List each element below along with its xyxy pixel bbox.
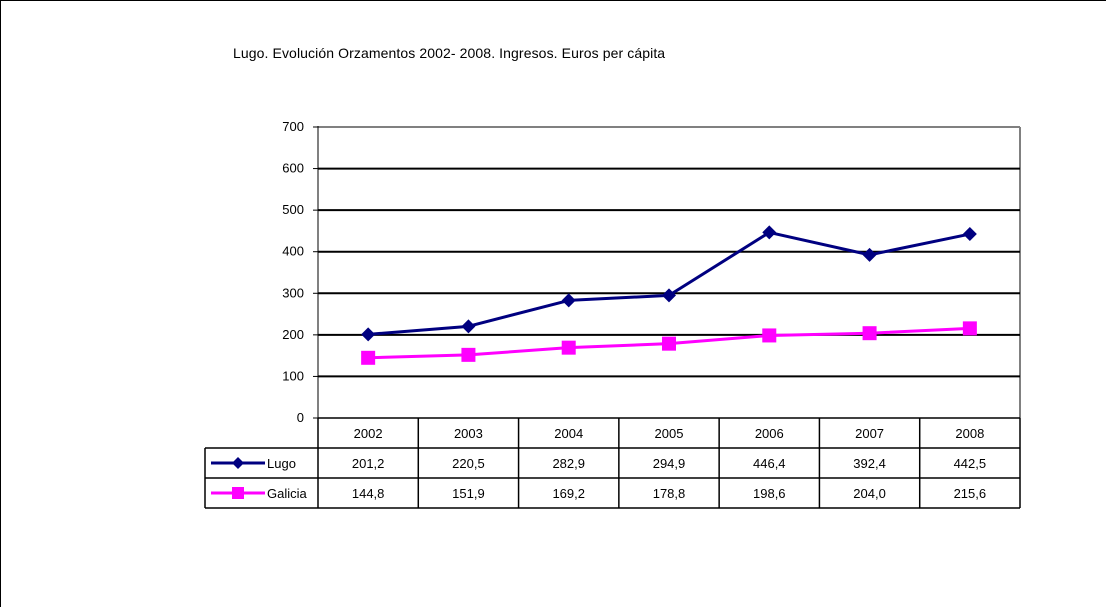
series-line-lugo	[368, 230, 971, 336]
data-table-value: 294,9	[653, 456, 686, 471]
data-table-value: 282,9	[552, 456, 585, 471]
data-point-lugo	[862, 247, 877, 262]
x-category-label: 2003	[454, 426, 483, 441]
x-category-label: 2007	[855, 426, 884, 441]
x-category-label: 2005	[655, 426, 684, 441]
data-point-galicia	[561, 340, 576, 355]
x-category-label: 2008	[955, 426, 984, 441]
y-tick-label: 400	[282, 244, 304, 259]
data-point-galicia	[762, 328, 777, 343]
data-point-lugo	[461, 319, 476, 334]
x-category-label: 2002	[354, 426, 383, 441]
data-point-lugo	[361, 327, 376, 342]
y-tick-label: 700	[282, 119, 304, 134]
y-tick-label: 300	[282, 285, 304, 300]
data-table-value: 201,2	[352, 456, 385, 471]
data-table-value: 178,8	[653, 486, 686, 501]
legend-marker	[232, 457, 244, 469]
data-table-value: 220,5	[452, 456, 485, 471]
data-table-value: 215,6	[954, 486, 987, 501]
data-table-value: 169,2	[552, 486, 585, 501]
legend-label: Lugo	[267, 456, 296, 471]
data-point-galicia	[662, 336, 676, 351]
data-point-lugo	[962, 227, 977, 242]
y-tick-label: 500	[282, 202, 304, 217]
chart-title: Lugo. Evolución Orzamentos 2002- 2008. I…	[233, 45, 666, 61]
data-table-value: 151,9	[452, 486, 485, 501]
y-tick-label: 600	[282, 161, 304, 176]
y-tick-label: 0	[297, 410, 304, 425]
data-table-value: 446,4	[753, 456, 786, 471]
y-tick-label: 200	[282, 327, 304, 342]
data-table-value: 144,8	[352, 486, 385, 501]
legend-marker	[232, 487, 244, 499]
y-tick-label: 100	[282, 368, 304, 383]
data-table-value: 392,4	[853, 456, 886, 471]
data-point-lugo	[561, 293, 576, 308]
data-point-galicia	[461, 347, 476, 362]
data-table-value: 442,5	[954, 456, 987, 471]
data-point-lugo	[662, 288, 676, 303]
data-point-lugo	[762, 225, 777, 240]
data-point-galicia	[962, 321, 977, 336]
data-point-galicia	[361, 350, 376, 365]
x-category-label: 2004	[554, 426, 583, 441]
data-point-galicia	[862, 326, 877, 341]
data-table-value: 204,0	[853, 486, 886, 501]
legend-label: Galicia	[267, 486, 308, 501]
x-category-label: 2006	[755, 426, 784, 441]
data-table-value: 198,6	[753, 486, 786, 501]
